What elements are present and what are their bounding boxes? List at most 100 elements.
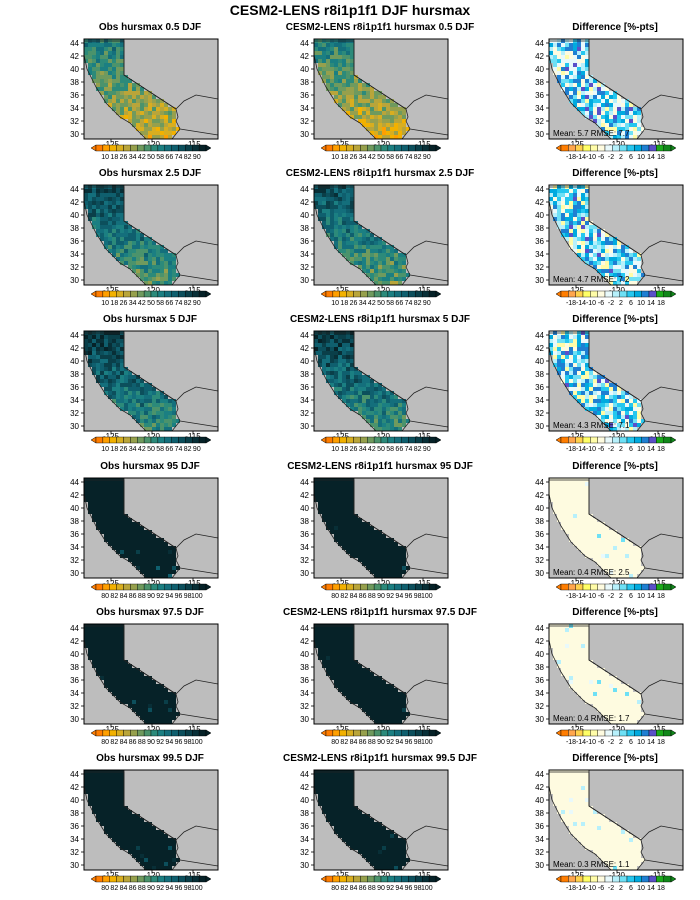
map-cell [116,217,120,221]
map-cell [144,550,148,554]
map-cell [120,692,124,696]
colorbar-label: 6 [629,300,633,307]
map-cell [108,387,112,391]
panel-title: Difference [%-pts] [572,607,658,618]
map-cell [585,407,589,411]
map-cell [160,123,164,127]
map-cell [557,632,561,636]
map-cell [120,237,124,241]
map-cell [128,83,132,87]
map-cell [96,375,100,379]
map-cell [338,87,342,91]
map-cell [104,201,108,205]
map-cell [92,193,96,197]
map-cell [88,363,92,367]
colorbar-segment [663,583,672,591]
map-cell [549,351,553,355]
map-cell [358,534,362,538]
map-cell [144,391,148,395]
map-cell [629,692,633,696]
map-cell [152,95,156,99]
map-cell [342,55,346,59]
map-cell [621,261,625,265]
map-cell [366,700,370,704]
map-cell [386,277,390,281]
map-cell [346,213,350,217]
map-cell [160,542,164,546]
map-cell [581,107,585,111]
map-cell [350,83,354,87]
map-cell [164,277,168,281]
lon-tick-label: -120 [144,140,161,149]
lat-tick-label: 36 [70,676,79,685]
map-cell [136,237,140,241]
map-cell [116,83,120,87]
map-cell [577,498,581,502]
map-cell [136,273,140,277]
colorbar-segment [157,144,165,152]
colorbar-label: 94 [395,739,403,746]
map-cell [390,103,394,107]
map-cell [120,197,124,201]
map-cell [629,427,633,431]
map-cell [565,91,569,95]
map-cell [152,558,156,562]
map-cell [132,233,136,237]
map-cell [565,63,569,67]
map-cell [557,347,561,351]
map-cell [172,546,176,550]
map-cell [342,383,346,387]
map-cell [366,257,370,261]
map-cell [338,391,342,395]
map-cell [322,498,326,502]
map-cell [593,225,597,229]
map-cell [573,506,577,510]
state-border [588,478,642,549]
map-cell [136,692,140,696]
map-cell [108,652,112,656]
map-cell [84,498,88,502]
map-cell [128,696,132,700]
lat-tick-label: 38 [300,224,309,233]
map-cell [402,269,406,273]
map-cell [156,712,160,716]
map-cell [156,684,160,688]
map-cell [402,546,406,550]
map-cell [326,494,330,498]
map-cell [92,59,96,63]
map-cell [346,668,350,672]
map-cell [132,99,136,103]
map-cell [100,632,104,636]
map-cell [565,51,569,55]
colorbar-segment [346,290,354,298]
lat-tick-label: 34 [535,104,544,113]
map-cell [390,269,394,273]
map-cell [553,502,557,506]
map-cell [382,566,386,570]
map-cell [394,542,398,546]
map-cell [589,107,593,111]
map-cell [338,335,342,339]
map-cell [148,708,152,712]
map-cell [358,241,362,245]
colorbar-segment [656,583,664,591]
colorbar-label: 50 [377,446,385,453]
map-cell [565,193,569,197]
map-cell [120,660,124,664]
map-cell [120,261,124,265]
map-cell [625,281,629,285]
map-cell [378,407,382,411]
map-cell [108,197,112,201]
map-cell [334,672,338,676]
map-cell [342,343,346,347]
map-cell [573,628,577,632]
map-cell [370,131,374,135]
lon-tick-label: -115 [650,286,666,295]
map-cell [92,490,96,494]
colorbar-label: 86 [359,739,367,746]
map-cell [176,419,180,423]
map-cell [629,395,633,399]
map-cell [116,403,120,407]
map-cell [120,221,124,225]
panel-title: CESM2-LENS r8i1p1f1 hursmax 2.5 DJF [285,168,475,179]
